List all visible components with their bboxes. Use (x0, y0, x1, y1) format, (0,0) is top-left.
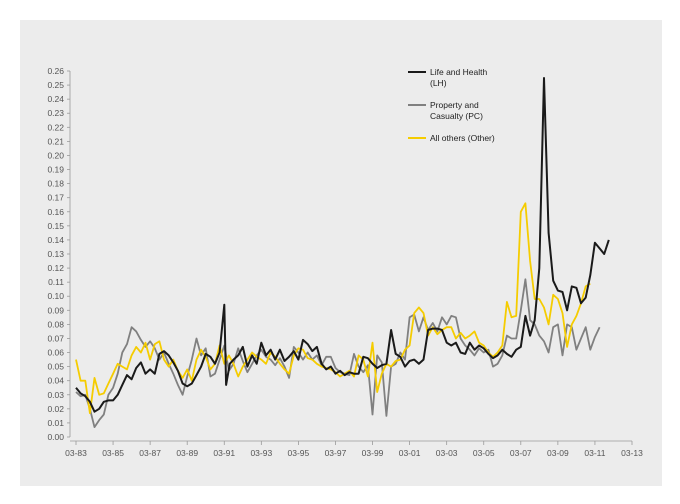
x-tick-label: 03-95 (288, 448, 310, 458)
y-tick-label: 0.01 (47, 418, 64, 428)
y-tick-label: 0.22 (47, 122, 64, 132)
x-tick-label: 03-11 (584, 448, 605, 458)
x-tick-label: 03-09 (547, 448, 569, 458)
y-tick-label: 0.24 (47, 94, 64, 104)
x-tick-label: 03-13 (621, 448, 643, 458)
y-axis: 0.00 0.01 0.02 0.03 0.04 0.05 0.06 0.07 0.08 0.09… (47, 66, 71, 442)
y-tick-label: 0.21 (47, 136, 64, 146)
y-tick-label: 0.15 (47, 221, 64, 231)
x-tick-label: 03-07 (510, 448, 532, 458)
y-tick-label: 0.03 (47, 390, 64, 400)
y-tick-label: 0.11 (48, 277, 64, 287)
x-tick-label: 03-93 (250, 448, 272, 458)
chart-frame: 0.00 0.01 0.02 0.03 0.04 0.05 0.06 0.07 0.08 0.09… (20, 20, 662, 486)
y-tick-label: 0.20 (47, 150, 64, 160)
legend-label-0: (LH) (430, 78, 447, 88)
y-tick-label: 0.23 (47, 108, 64, 118)
y-tick-label: 0.02 (47, 404, 64, 414)
legend-label-2: All others (Other) (430, 133, 495, 143)
legend-label-0: Life and Health (430, 67, 487, 77)
y-tick-label: 0.04 (47, 376, 64, 386)
x-tick-label: 03-97 (325, 448, 347, 458)
y-tick-label: 0.08 (47, 319, 64, 329)
series-lines (75, 77, 610, 428)
legend-label-1: Property and (430, 100, 479, 110)
y-tick-label: 0.00 (47, 432, 64, 442)
x-tick-label: 03-89 (176, 448, 198, 458)
x-axis: 03-83 03-85 03-87 03-89 03-91 03-93 03-95 03-97… (65, 440, 643, 458)
x-tick-label: 03-99 (362, 448, 384, 458)
y-tick-label: 0.07 (47, 333, 64, 343)
y-tick-label: 0.12 (47, 263, 64, 273)
y-tick-label: 0.14 (47, 235, 64, 245)
y-tick-label: 0.17 (47, 193, 64, 203)
x-tick-label: 03-03 (436, 448, 458, 458)
x-tick-label: 03-83 (65, 448, 87, 458)
x-tick-label: 03-91 (213, 448, 235, 458)
y-tick-label: 0.10 (47, 291, 64, 301)
series-line-1 (75, 278, 601, 428)
legend: Life and Health(LH) Property andCasualty … (408, 67, 495, 143)
x-tick-label: 03-85 (102, 448, 124, 458)
y-tick-label: 0.09 (47, 305, 64, 315)
series-line-0 (75, 77, 610, 413)
line-chart: 0.00 0.01 0.02 0.03 0.04 0.05 0.06 0.07 0.08 0.09… (47, 66, 643, 458)
y-tick-label: 0.25 (47, 80, 64, 90)
y-tick-label: 0.16 (47, 207, 64, 217)
y-tick-label: 0.06 (47, 348, 64, 358)
legend-label-1: Casualty (PC) (430, 111, 483, 121)
x-tick-label: 03-87 (139, 448, 161, 458)
y-tick-label: 0.05 (47, 362, 64, 372)
y-tick-label: 0.19 (47, 165, 64, 175)
y-tick-label: 0.13 (47, 249, 64, 259)
y-tick-label: 0.26 (47, 66, 64, 76)
series-line-2 (75, 202, 591, 414)
x-tick-label: 03-01 (399, 448, 421, 458)
x-tick-label: 03-05 (473, 448, 495, 458)
y-tick-label: 0.18 (47, 179, 64, 189)
